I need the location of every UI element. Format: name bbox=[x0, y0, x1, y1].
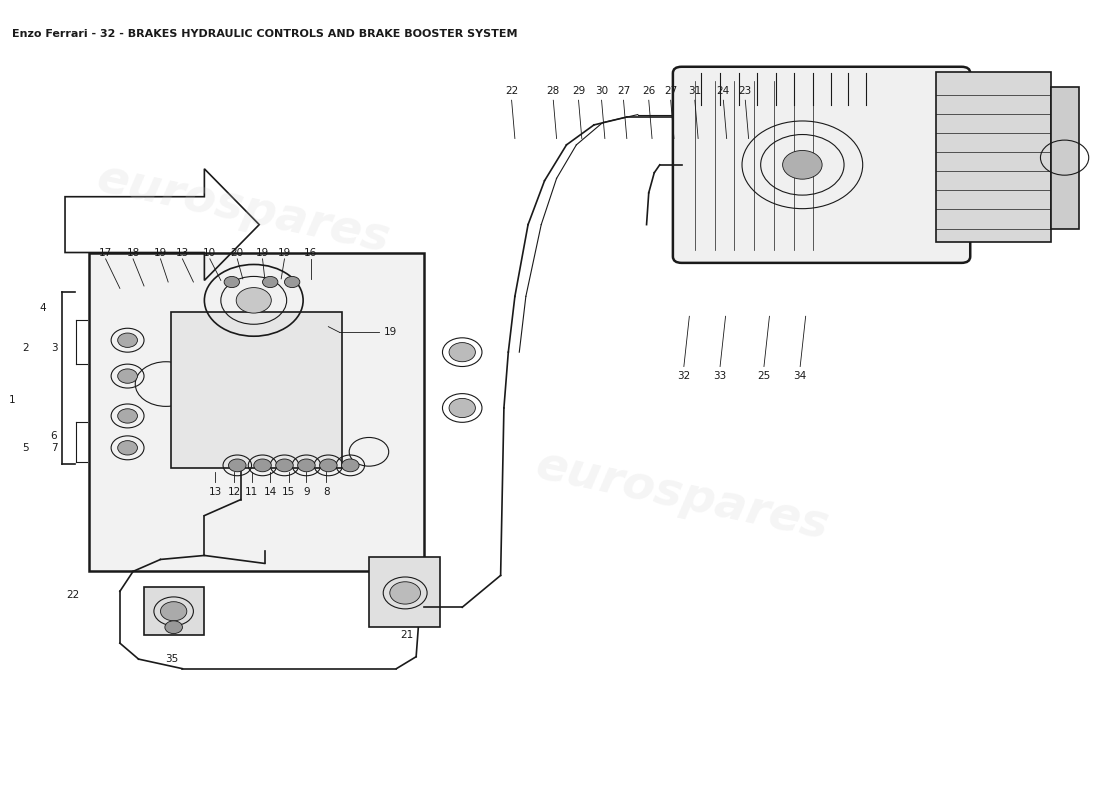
Text: 29: 29 bbox=[572, 86, 585, 96]
Circle shape bbox=[118, 409, 138, 423]
Circle shape bbox=[165, 621, 183, 634]
Circle shape bbox=[782, 150, 822, 179]
Bar bbox=[1052, 86, 1079, 229]
Text: 28: 28 bbox=[547, 86, 560, 96]
Circle shape bbox=[276, 459, 294, 472]
Circle shape bbox=[118, 369, 138, 383]
Circle shape bbox=[161, 602, 187, 621]
Circle shape bbox=[236, 287, 272, 313]
Circle shape bbox=[229, 459, 246, 472]
FancyBboxPatch shape bbox=[673, 66, 970, 263]
Text: 8: 8 bbox=[323, 486, 330, 497]
Circle shape bbox=[341, 459, 359, 472]
Text: 11: 11 bbox=[245, 486, 258, 497]
Text: 13: 13 bbox=[209, 486, 222, 497]
Text: 16: 16 bbox=[305, 247, 318, 258]
Text: 31: 31 bbox=[689, 86, 702, 96]
Text: 4: 4 bbox=[40, 303, 46, 314]
Circle shape bbox=[449, 342, 475, 362]
Bar bbox=[89, 253, 424, 571]
Text: 5: 5 bbox=[22, 443, 29, 453]
Text: eurospares: eurospares bbox=[92, 156, 394, 262]
Text: 30: 30 bbox=[595, 86, 608, 96]
Text: 26: 26 bbox=[642, 86, 656, 96]
Text: 10: 10 bbox=[204, 247, 217, 258]
Text: 19: 19 bbox=[154, 247, 167, 258]
Bar bbox=[172, 312, 341, 468]
Bar bbox=[144, 587, 205, 635]
Circle shape bbox=[285, 277, 300, 287]
Text: 15: 15 bbox=[283, 486, 296, 497]
Text: 1: 1 bbox=[9, 395, 15, 405]
Text: 12: 12 bbox=[228, 486, 241, 497]
Text: 7: 7 bbox=[51, 443, 57, 453]
Text: 24: 24 bbox=[717, 86, 730, 96]
Circle shape bbox=[118, 441, 138, 455]
Text: 19: 19 bbox=[256, 247, 270, 258]
Text: 22: 22 bbox=[66, 590, 79, 600]
Text: 22: 22 bbox=[505, 86, 518, 96]
Text: 19: 19 bbox=[384, 327, 397, 338]
Circle shape bbox=[298, 459, 316, 472]
Circle shape bbox=[449, 398, 475, 418]
Text: 9: 9 bbox=[304, 486, 310, 497]
Text: 34: 34 bbox=[793, 371, 806, 381]
Text: 17: 17 bbox=[99, 247, 112, 258]
Text: Enzo Ferrari - 32 - BRAKES HYDRAULIC CONTROLS AND BRAKE BOOSTER SYSTEM: Enzo Ferrari - 32 - BRAKES HYDRAULIC CON… bbox=[12, 30, 518, 39]
Circle shape bbox=[224, 277, 240, 287]
Text: 19: 19 bbox=[278, 247, 292, 258]
Circle shape bbox=[254, 459, 272, 472]
Circle shape bbox=[389, 582, 420, 604]
Circle shape bbox=[118, 333, 138, 347]
Text: 14: 14 bbox=[264, 486, 277, 497]
Text: 3: 3 bbox=[51, 343, 57, 353]
Bar bbox=[368, 557, 440, 627]
Text: eurospares: eurospares bbox=[531, 442, 833, 549]
Text: 6: 6 bbox=[51, 431, 57, 441]
Text: 18: 18 bbox=[126, 247, 140, 258]
Text: 2: 2 bbox=[22, 343, 29, 353]
Text: 20: 20 bbox=[231, 247, 244, 258]
Circle shape bbox=[263, 277, 278, 287]
Text: 27: 27 bbox=[664, 86, 678, 96]
Text: 32: 32 bbox=[678, 371, 691, 381]
Text: 35: 35 bbox=[165, 654, 178, 664]
Bar bbox=[936, 71, 1052, 242]
Text: 23: 23 bbox=[739, 86, 752, 96]
Text: 25: 25 bbox=[757, 371, 771, 381]
Circle shape bbox=[320, 459, 337, 472]
Text: 27: 27 bbox=[617, 86, 630, 96]
Text: 21: 21 bbox=[400, 630, 414, 640]
Text: 13: 13 bbox=[176, 247, 189, 258]
Text: 33: 33 bbox=[714, 371, 727, 381]
